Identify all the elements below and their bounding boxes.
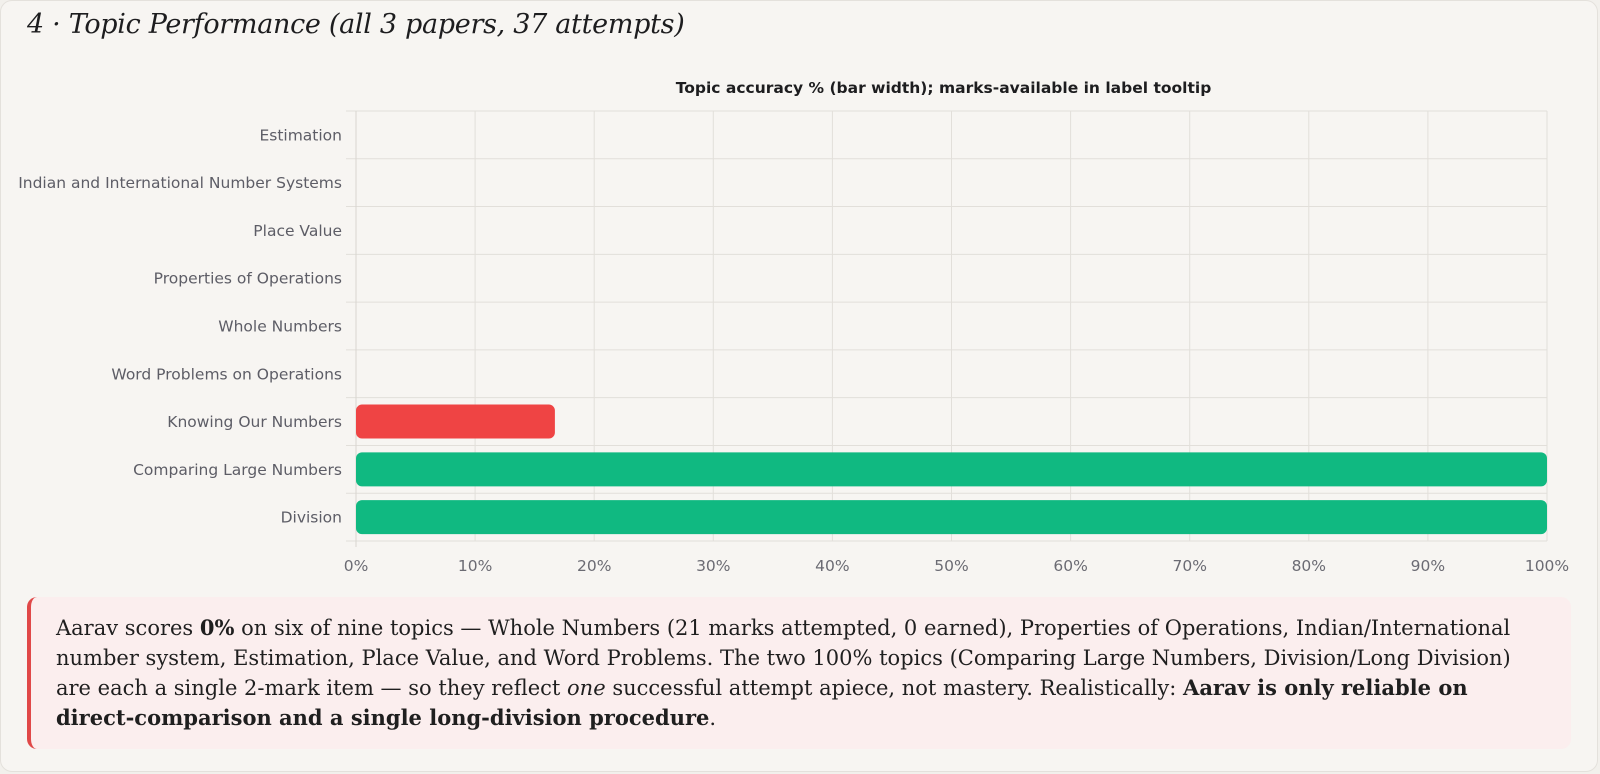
x-tick-label: 70%	[1172, 557, 1206, 575]
y-tick-label: Whole Numbers	[218, 318, 342, 336]
section-heading: 4 · Topic Performance (all 3 papers, 37 …	[27, 9, 685, 40]
chart-title: Topic accuracy % (bar width); marks-avai…	[676, 79, 1212, 97]
callout-text-segment: one	[567, 676, 606, 700]
x-tick-label: 50%	[934, 557, 968, 575]
callout-text-segment: Aarav scores	[56, 616, 200, 640]
y-tick-label: Indian and International Number Systems	[18, 174, 342, 192]
bar-comparing-large-numbers	[356, 452, 1547, 487]
callout-text-segment: 0%	[199, 615, 235, 640]
x-tick-label: 40%	[815, 557, 849, 575]
x-tick-label: 30%	[696, 557, 730, 575]
callout-text-segment: .	[709, 706, 717, 730]
bar-knowing-our-numbers	[356, 404, 555, 439]
y-tick-label: Word Problems on Operations	[111, 365, 342, 383]
y-tick-label: Comparing Large Numbers	[133, 461, 342, 479]
callout-text-segment: Aarav is only reliable on direct-compari…	[56, 675, 1468, 730]
x-tick-label: 10%	[458, 557, 492, 575]
y-tick-label: Properties of Operations	[154, 270, 342, 288]
topic-accuracy-chart: Topic accuracy % (bar width); marks-avai…	[18, 79, 1569, 575]
bar-division	[356, 500, 1547, 535]
x-tick-label: 80%	[1292, 557, 1326, 575]
x-tick-label: 60%	[1053, 557, 1087, 575]
callout-text-segment: on six of nine topics — Whole Numbers (2…	[56, 616, 1511, 700]
insight-callout: Aarav scores 0% on six of nine topics — …	[27, 597, 1571, 749]
y-tick-label: Division	[281, 509, 342, 527]
x-tick-label: 100%	[1525, 557, 1569, 575]
callout-text-segment: successful attempt apiece, not mastery. …	[605, 676, 1184, 700]
y-tick-label: Place Value	[253, 222, 342, 240]
y-tick-label: Estimation	[259, 126, 342, 144]
y-tick-label: Knowing Our Numbers	[167, 413, 342, 431]
x-tick-label: 0%	[344, 557, 369, 575]
x-tick-label: 90%	[1411, 557, 1445, 575]
x-tick-label: 20%	[577, 557, 611, 575]
